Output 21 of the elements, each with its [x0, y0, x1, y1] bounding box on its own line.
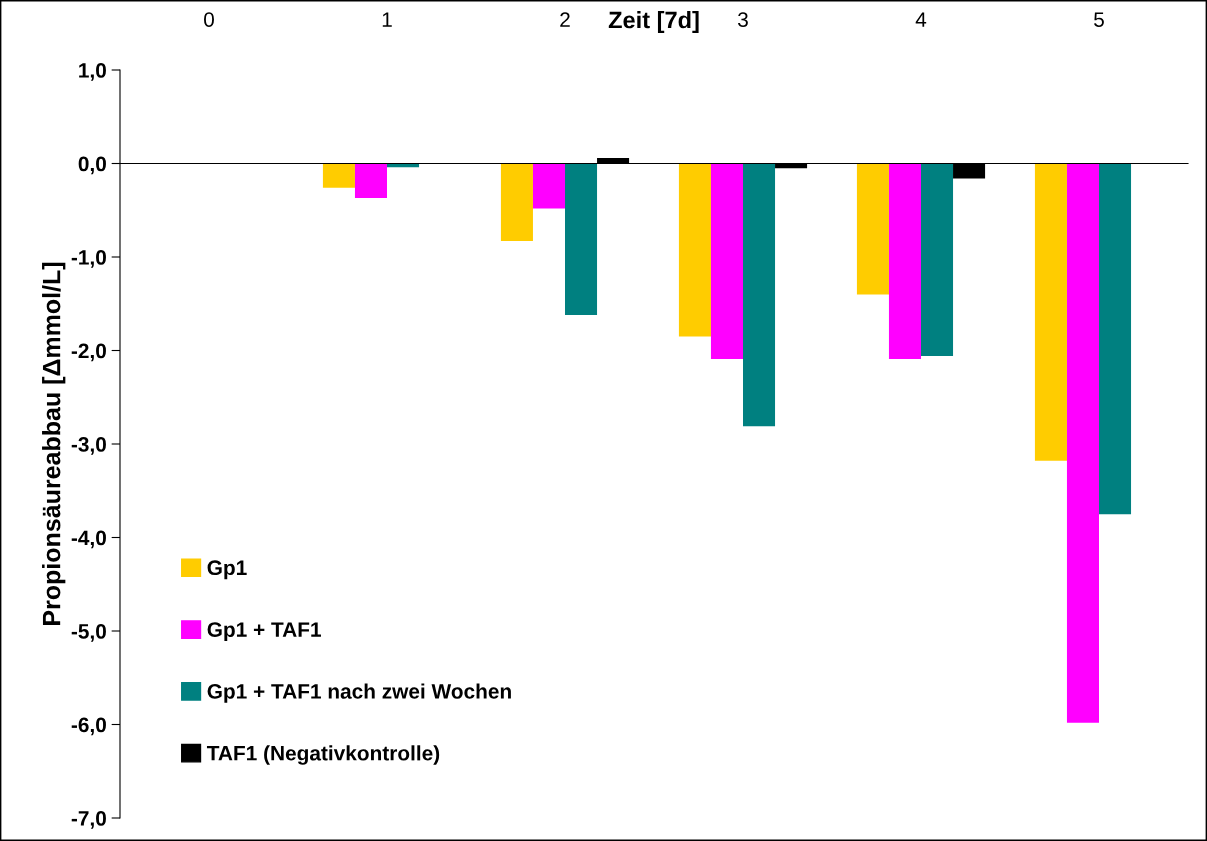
x-tick-label: 1: [382, 12, 392, 27]
x-tick-label: 3: [738, 12, 748, 27]
y-tick-label: 1,0: [79, 63, 106, 81]
y-axis-title: Propionsäureabbau [Δmmol/L]: [42, 262, 66, 625]
x-tick-label: 0: [204, 12, 214, 27]
y-tick-label: 0,0: [78, 156, 106, 175]
x-axis-title: Zeit [7d]: [608, 11, 699, 34]
y-tick-label: -1,0: [71, 250, 106, 268]
x-tick-label: 2: [560, 12, 570, 27]
x-tick-label: 5: [1094, 12, 1104, 27]
x-tick-label: 4: [915, 12, 927, 27]
legend-label: TAF1 (Negativkontrolle): [206, 745, 440, 765]
legend-label: Gp1 + TAF1 nach zwei Wochen: [207, 683, 511, 703]
y-tick-label: -5,0: [71, 624, 106, 642]
legend-label: Gp1 + TAF1: [207, 622, 321, 642]
y-tick-label: -2,0: [71, 343, 106, 362]
y-tick-label: -6,0: [71, 717, 106, 736]
y-tick-label: -4,0: [71, 530, 106, 549]
y-tick-label: -7,0: [71, 811, 106, 829]
legend-label: Gp1: [207, 560, 247, 580]
y-tick-label: -3,0: [71, 437, 106, 455]
